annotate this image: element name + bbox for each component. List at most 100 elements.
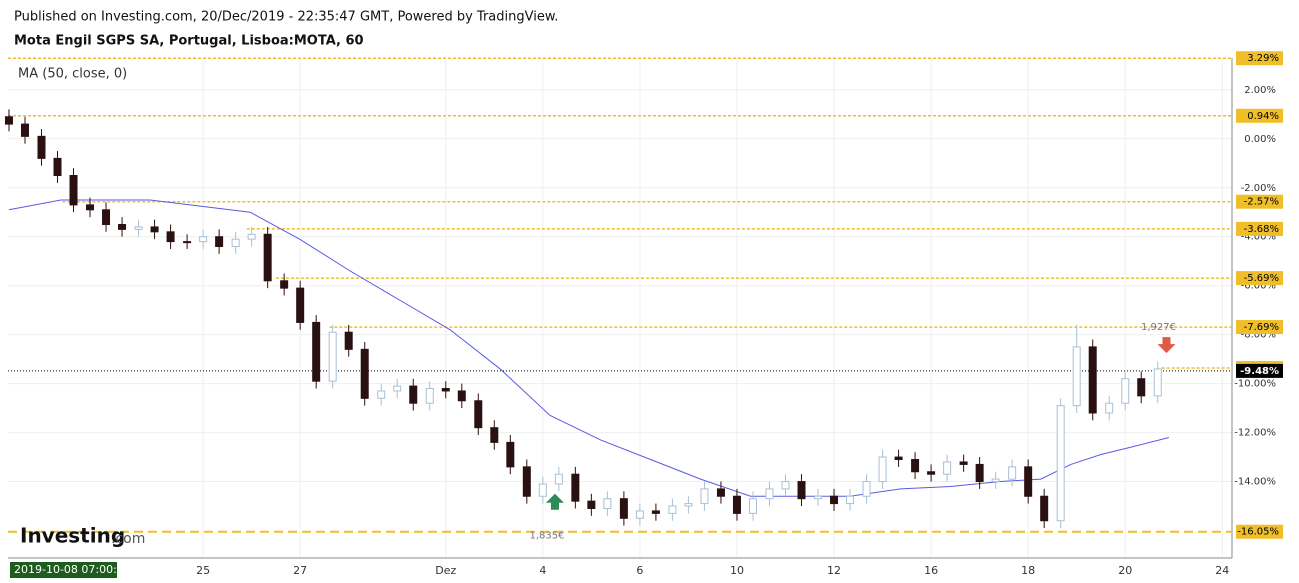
candle-body [668,505,677,514]
candle-body [312,321,321,382]
cursor-date-box [10,562,117,578]
candle-body [263,233,272,282]
candle-body [474,400,483,429]
candle-body [344,331,353,350]
candle-body [975,463,984,483]
y-tick-label: -6.00% [1241,281,1276,292]
logo: Investing [20,524,125,548]
candle-body [878,456,887,483]
candle-body [846,495,855,505]
candle-body [457,390,466,402]
candle-body [86,204,95,211]
candle-body [166,231,175,243]
candle-body [538,483,547,497]
candle-body [441,388,450,392]
candle-body [927,471,936,475]
candle-body [134,226,143,230]
cursor-date: 2019-10-08 07:00:00 [14,563,131,576]
x-tick-label: 6 [636,564,643,577]
candle-body [360,348,369,399]
candle-body [1105,402,1114,414]
level-label-box [1236,194,1283,209]
candle-body [1056,405,1065,522]
candle-body [700,488,709,505]
candle-body [684,503,693,507]
candle-body [247,233,256,240]
candle-body [393,385,402,392]
candle-body [522,466,531,497]
candle-body [1153,368,1162,397]
candle-body [1008,466,1017,480]
candle-body [53,157,62,177]
chart-title: Mota Engil SGPS SA, Portugal, Lisboa:MOT… [14,34,364,49]
candle-body [651,510,660,514]
x-tick-label: 20 [1118,564,1132,577]
candle-body [765,488,774,500]
moving-average [8,199,1170,497]
candle-body [732,495,741,514]
candle-body [571,473,580,502]
level-label-box [1236,51,1283,66]
candle-body [911,459,920,473]
x-tick-label: 25 [196,564,210,577]
candle-body [490,427,499,443]
level-label-box [1236,524,1283,539]
candle-body [1024,466,1033,497]
y-tick-label: 0.00% [1244,134,1276,145]
level-label: 0.94% [1247,111,1279,122]
level-label: -5.69% [1244,273,1279,284]
signal-arrow [545,493,564,510]
level-label-box [1236,108,1283,123]
candle-body [328,331,337,382]
y-tick-label: -10.00% [1234,379,1276,390]
plot-area: 2.00% 0.00% -2.00% -4.00% -6.00% -8.00% -10.00… [4,51,1283,577]
x-tick-label: 24 [1215,564,1229,577]
indicator-label: MA (50, close, 0) [18,67,127,82]
candle-body [781,481,790,490]
candle-body [183,241,192,244]
x-tick-label: 10 [730,564,744,577]
candle-body [830,495,839,505]
candle-body [603,498,612,509]
level-label-box [1236,221,1283,236]
candle-body [554,473,563,485]
y-tick-label: -12.00% [1234,428,1276,439]
y-tick-label: -14.00% [1234,477,1276,488]
candle-body [118,223,127,230]
candle-body [506,441,515,468]
level-label: -3.68% [1244,224,1279,235]
candle-body [102,209,111,225]
candle-body [991,478,1000,483]
candle-body [69,175,78,206]
y-tick-label: -4.00% [1241,232,1276,243]
published-note: Published on Investing.com, 20/Dec/2019 … [14,10,558,25]
level-label-box [1236,271,1283,286]
candle-body [1121,378,1130,404]
candle-body [635,510,644,519]
candle-body [199,236,208,243]
y-tick-label: -8.00% [1241,330,1276,341]
price-annotation: 1,835€ [529,531,564,542]
candle-body [150,226,159,233]
candle-body [20,123,29,137]
y-tick-label: -2.00% [1241,183,1276,194]
price-annotation: 1,927€ [1141,322,1176,333]
candle-body [959,461,968,465]
candle-body [37,135,46,159]
candle-body [862,481,871,497]
x-tick-label: Dez [435,564,456,577]
x-tick-label: 12 [827,564,841,577]
last-label: -9.48% [1240,366,1279,377]
x-tick-label: 18 [1021,564,1035,577]
candle-body [716,488,725,497]
candle-body [1137,378,1146,397]
candle-body [296,287,305,323]
candle-body [619,498,628,519]
logo-suffix: .com [111,531,145,547]
y-tick-label: 2.00% [1244,85,1276,96]
candle-body [215,236,224,248]
candle-body [1088,346,1097,414]
level-label: -2.57% [1244,197,1279,208]
candle-body [748,498,757,514]
candle-body [4,116,13,125]
